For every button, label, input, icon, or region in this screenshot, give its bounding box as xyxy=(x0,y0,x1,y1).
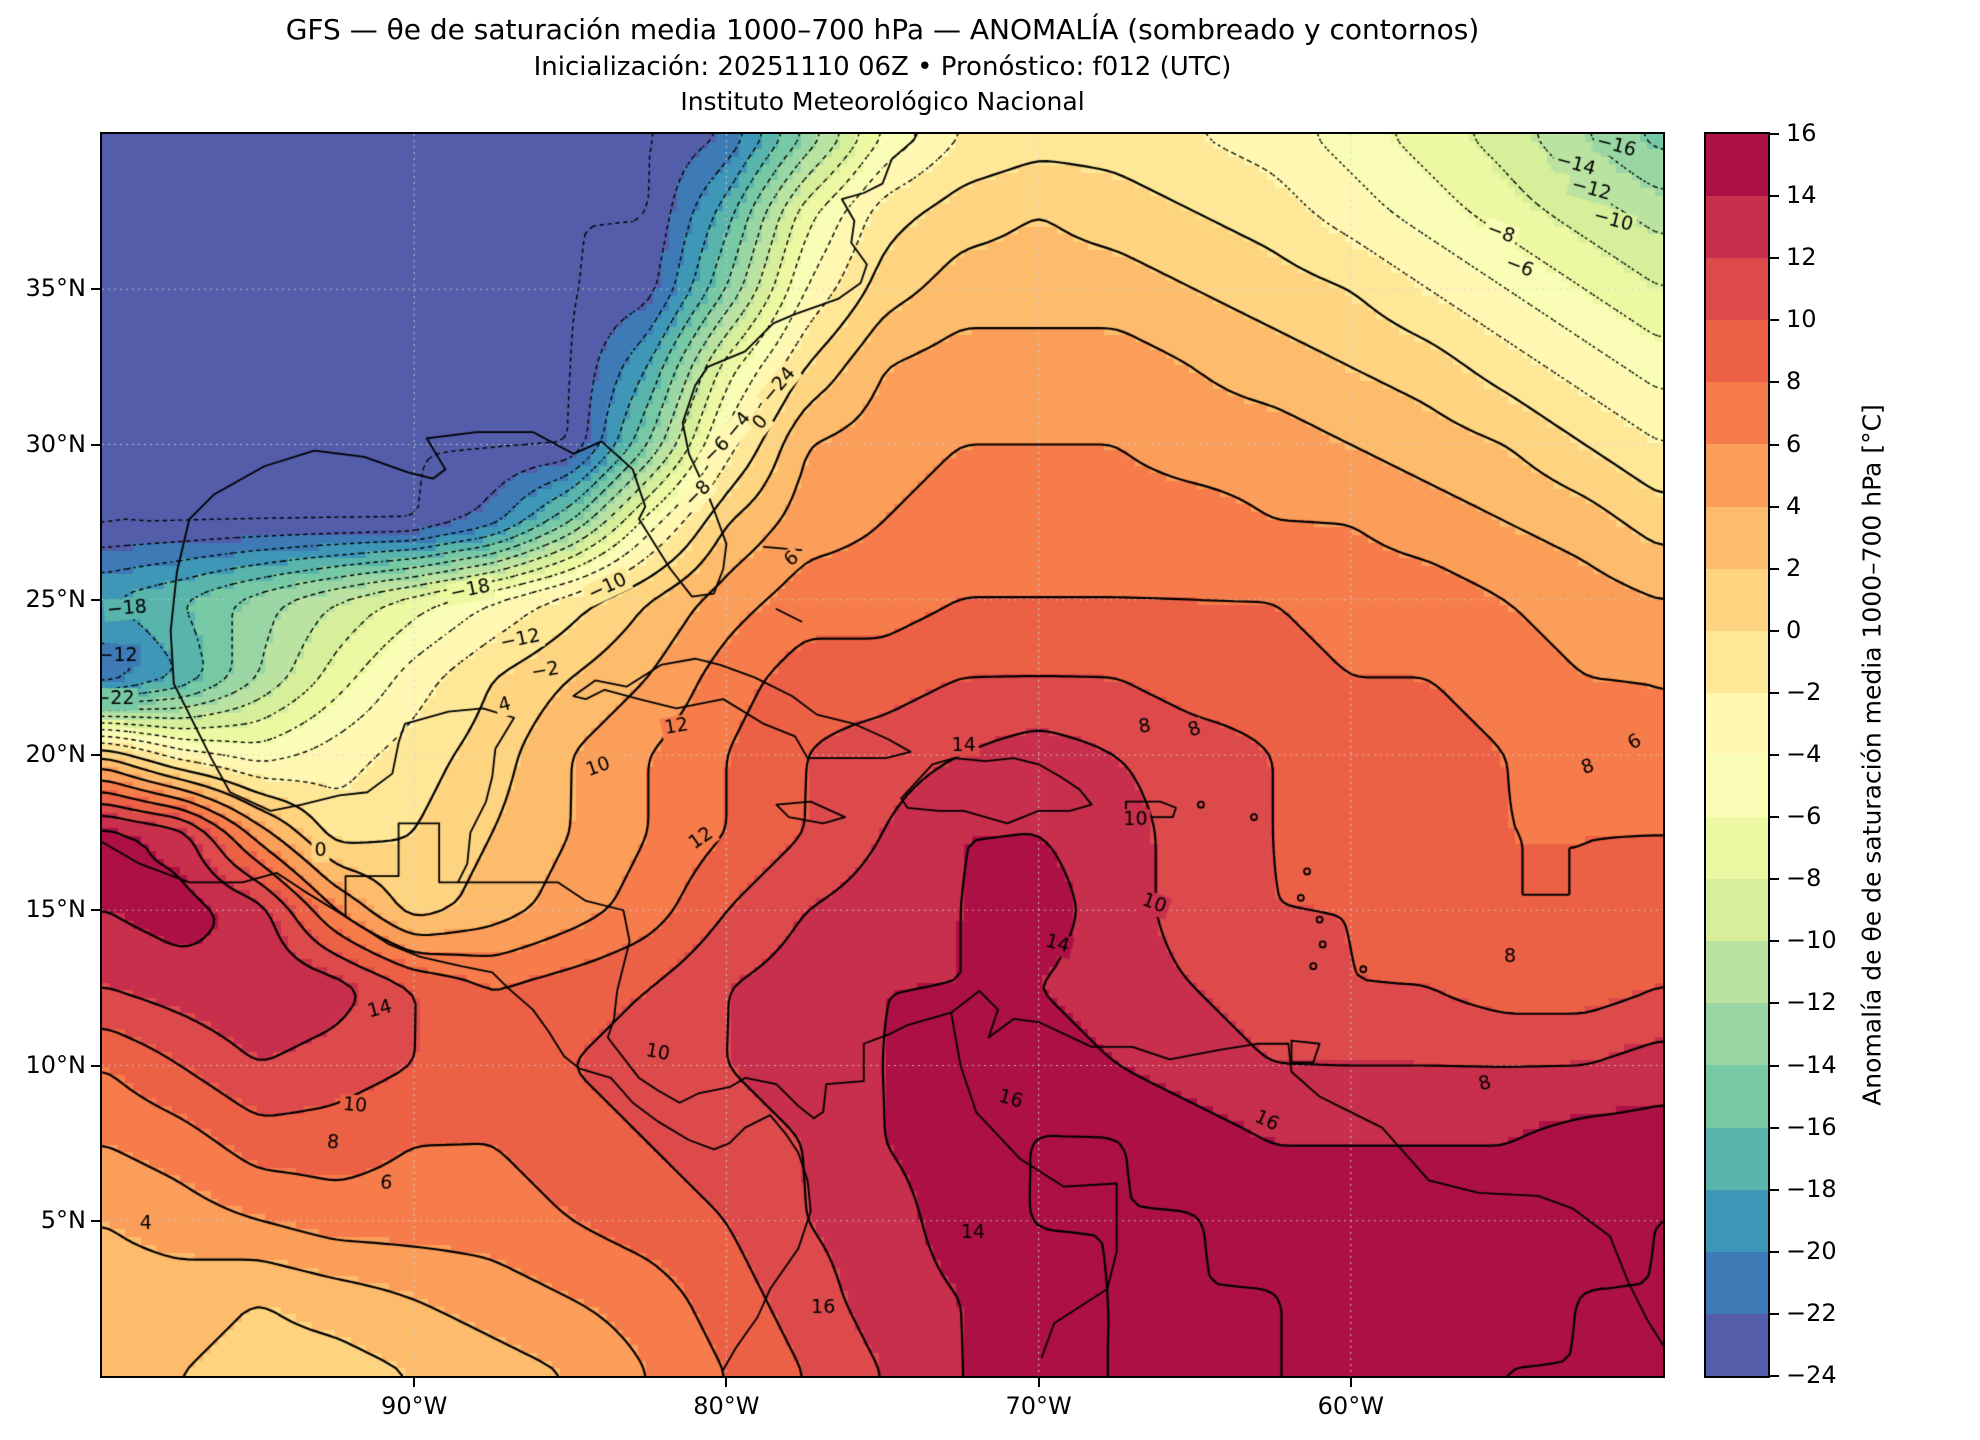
colorbar-cell xyxy=(1706,1313,1768,1376)
y-tick-mark xyxy=(91,909,100,912)
y-tick-mark xyxy=(91,288,100,291)
colorbar-cell xyxy=(1706,1003,1768,1066)
colorbar-tick-label: 2 xyxy=(1786,553,1802,582)
colorbar-tick-mark xyxy=(1770,381,1779,384)
colorbar-tick-mark xyxy=(1770,816,1779,819)
y-tick-label: 15°N xyxy=(25,895,87,924)
y-tick-mark xyxy=(91,1219,100,1222)
x-tick-mark xyxy=(725,1378,728,1387)
colorbar-tick-label: −24 xyxy=(1786,1361,1837,1389)
y-tick-mark xyxy=(91,443,100,446)
y-tick-label: 20°N xyxy=(25,740,87,768)
chart-title: GFS — θe de saturación media 1000–700 hP… xyxy=(285,13,1480,46)
y-tick-mark xyxy=(91,754,100,756)
colorbar-tick-label: −12 xyxy=(1786,988,1837,1017)
colorbar-tick-label: 14 xyxy=(1786,181,1817,210)
colorbar-cell xyxy=(1706,134,1768,197)
colorbar-tick-mark xyxy=(1770,195,1779,198)
colorbar-cell xyxy=(1706,1065,1768,1128)
colorbar-cell xyxy=(1706,506,1768,569)
colorbar-cell xyxy=(1706,879,1768,942)
colorbar-tick-label: −10 xyxy=(1786,926,1837,955)
colorbar-tick-label: −20 xyxy=(1786,1236,1837,1265)
colorbar-tick-label: −6 xyxy=(1786,802,1822,831)
colorbar-cell xyxy=(1706,320,1768,383)
colorbar-tick-mark xyxy=(1770,1312,1779,1315)
colorbar-tick-mark xyxy=(1770,443,1779,446)
colorbar-tick-label: −16 xyxy=(1786,1112,1837,1141)
colorbar-cell xyxy=(1706,817,1768,880)
colorbar-cell xyxy=(1706,1189,1768,1252)
colorbar-tick-mark xyxy=(1770,1064,1779,1067)
colorbar-cell xyxy=(1706,692,1768,755)
colorbar-tick-label: −18 xyxy=(1786,1174,1837,1203)
colorbar-tick-label: 4 xyxy=(1786,491,1802,520)
chart-subtitle: Inicialización: 20251110 06Z • Pronóstic… xyxy=(533,52,1232,82)
colorbar-tick-mark xyxy=(1770,1250,1779,1253)
colorbar-tick-label: 6 xyxy=(1786,429,1802,458)
y-tick-label: 30°N xyxy=(25,429,87,458)
colorbar-cell xyxy=(1706,630,1768,693)
colorbar-tick-label: 10 xyxy=(1786,305,1817,334)
colorbar-tick-label: −22 xyxy=(1786,1298,1837,1327)
colorbar-cell xyxy=(1706,444,1768,507)
colorbar-tick-mark xyxy=(1770,940,1779,943)
colorbar-tick-label: 0 xyxy=(1786,615,1802,644)
colorbar-tick-mark xyxy=(1770,1188,1779,1191)
title-block: GFS — θe de saturación media 1000–700 hP… xyxy=(102,12,1663,117)
colorbar-tick-mark xyxy=(1770,505,1779,508)
colorbar-tick-mark xyxy=(1770,1002,1779,1005)
colorbar-tick-label: 8 xyxy=(1786,367,1802,396)
x-tick-mark xyxy=(413,1378,416,1387)
map-canvas xyxy=(102,134,1663,1376)
x-tick-label: 80°W xyxy=(693,1392,760,1420)
colorbar-tick-mark xyxy=(1770,1126,1779,1129)
y-tick-label: 25°N xyxy=(25,584,87,613)
colorbar-tick-label: −2 xyxy=(1786,677,1822,706)
colorbar-cell xyxy=(1706,941,1768,1004)
colorbar-tick-label: −8 xyxy=(1786,864,1822,893)
y-tick-mark xyxy=(91,1064,100,1067)
colorbar-cell xyxy=(1706,1251,1768,1314)
y-tick-mark xyxy=(91,598,100,601)
colorbar-tick-label: 16 xyxy=(1786,119,1817,147)
colorbar-tick-mark xyxy=(1770,629,1779,632)
colorbar-cell xyxy=(1706,568,1768,631)
y-tick-label: 10°N xyxy=(25,1050,87,1079)
colorbar-tick-mark xyxy=(1770,878,1779,881)
colorbar-cell xyxy=(1706,754,1768,818)
x-tick-mark xyxy=(1037,1378,1040,1387)
colorbar-tick-label: 12 xyxy=(1786,243,1817,272)
colorbar-tick-mark xyxy=(1770,567,1779,570)
colorbar-tick-mark xyxy=(1770,754,1779,756)
colorbar-cell xyxy=(1706,382,1768,445)
colorbar-tick-mark xyxy=(1770,691,1779,694)
colorbar-cell xyxy=(1706,1127,1768,1190)
x-tick-label: 70°W xyxy=(1005,1392,1072,1420)
map-plot-frame xyxy=(100,132,1665,1378)
colorbar-tick-mark xyxy=(1770,257,1779,260)
colorbar xyxy=(1704,132,1770,1378)
colorbar-tick-label: −4 xyxy=(1786,740,1822,768)
colorbar-tick-mark xyxy=(1770,133,1779,135)
chart-institution: Instituto Meteorológico Nacional xyxy=(680,86,1085,116)
y-tick-label: 5°N xyxy=(40,1205,86,1234)
colorbar-tick-label: −14 xyxy=(1786,1050,1837,1079)
colorbar-tick-mark xyxy=(1770,319,1779,322)
colorbar-cell xyxy=(1706,258,1768,321)
x-tick-mark xyxy=(1349,1378,1352,1387)
colorbar-cell xyxy=(1706,196,1768,259)
y-tick-label: 35°N xyxy=(25,274,87,303)
colorbar-tick-mark xyxy=(1770,1375,1779,1377)
x-tick-label: 60°W xyxy=(1317,1392,1384,1420)
x-tick-label: 90°W xyxy=(381,1392,448,1420)
